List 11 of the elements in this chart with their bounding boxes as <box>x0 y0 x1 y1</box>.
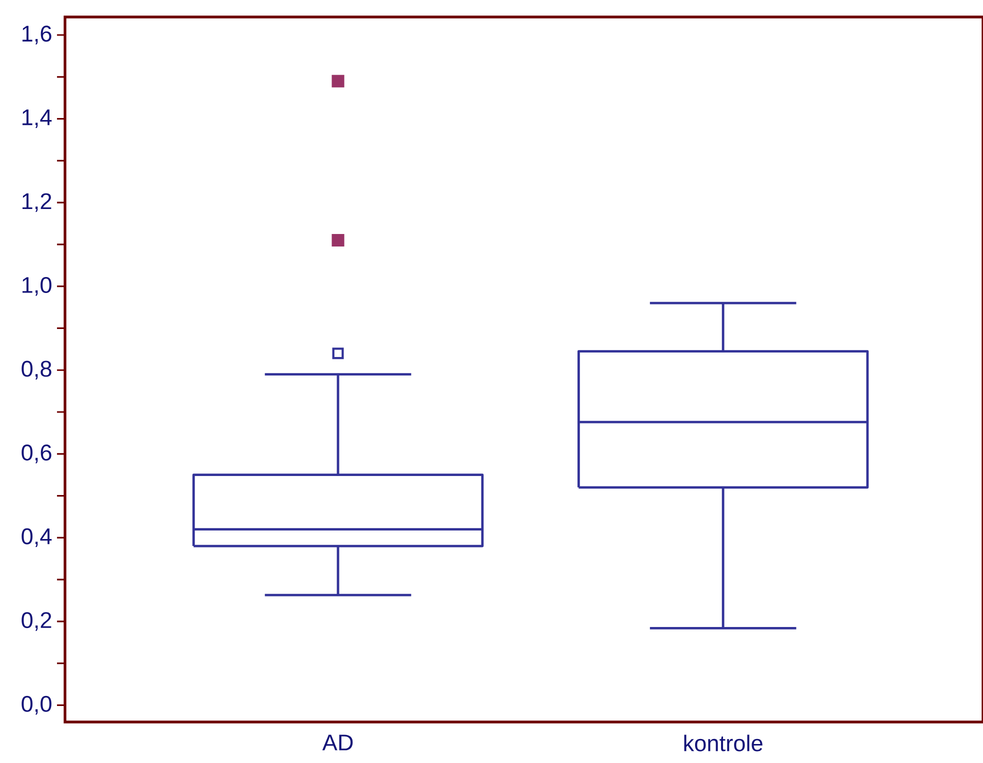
y-tick-label: 0,0 <box>22 696 52 715</box>
y-tick-label: 0,2 <box>22 612 52 631</box>
y-tick-label: 1,6 <box>22 26 52 44</box>
y-tick-label: 1,4 <box>22 110 52 128</box>
y-tick-label: 0,8 <box>22 360 52 380</box>
x-tick-label: AD <box>322 734 353 750</box>
x-tick-label: kontrole <box>684 734 762 752</box>
y-tick-label: 0,6 <box>22 444 52 464</box>
y-tick-label: 1,0 <box>22 276 52 296</box>
y-tick-label: 0,4 <box>22 528 52 548</box>
y-tick-label: 1,2 <box>22 193 52 212</box>
